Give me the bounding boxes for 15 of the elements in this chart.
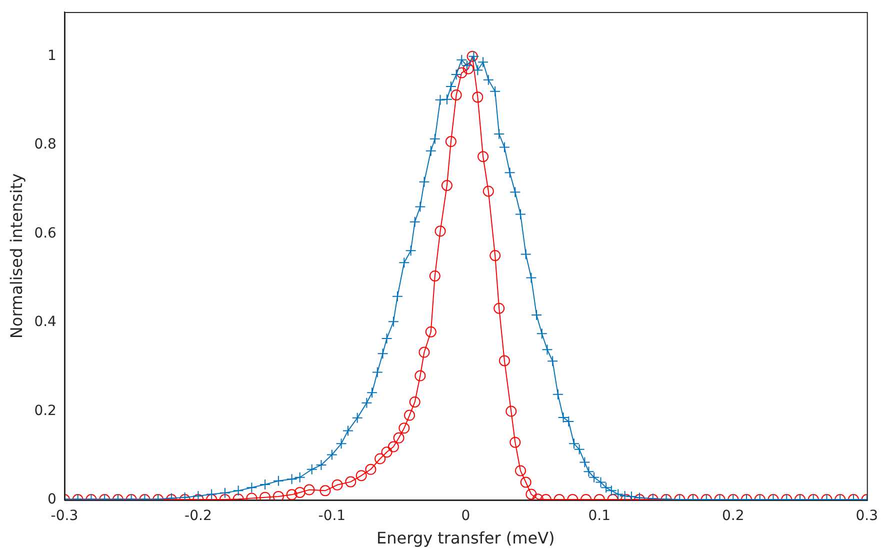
y-tick-label: 1 [48,48,56,64]
x-axis-title: Energy transfer (meV) [376,528,555,548]
y-tick-label: 0.4 [34,314,57,330]
x-tick-label: -0.2 [184,508,212,524]
x-tick-label: 0.1 [588,508,611,524]
x-tick-label: -0.3 [50,508,78,524]
y-tick-label: 0 [48,492,56,508]
x-tick-label: 0.3 [856,508,878,524]
x-tick-label: 0 [461,508,470,524]
x-tick-label: 0.2 [722,508,744,524]
y-tick-label: 0.8 [34,136,56,153]
x-tick-label: -0.1 [318,508,346,524]
y-axis-title: Normalised intensity [6,173,26,339]
y-tick-label: 0.6 [34,225,57,242]
y-tick-label: 0.2 [34,402,56,419]
